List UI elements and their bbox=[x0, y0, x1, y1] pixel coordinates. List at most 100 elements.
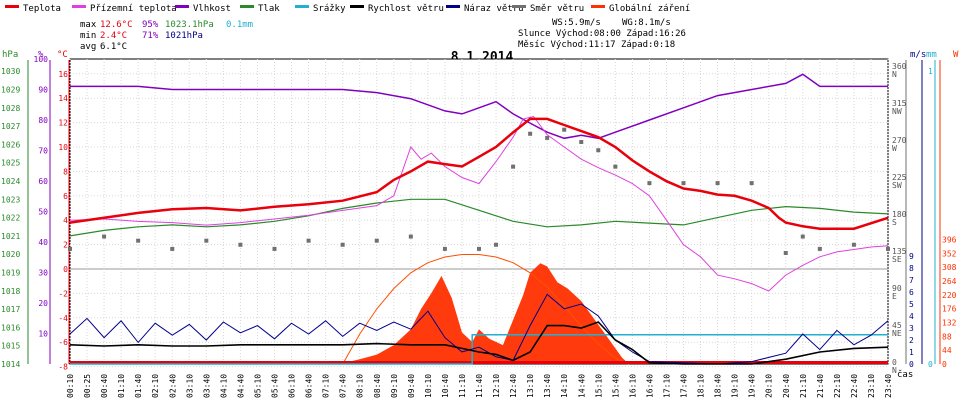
info-ws: WS:5.9m/s bbox=[552, 18, 601, 28]
x-tick-label: 20:10 bbox=[765, 374, 774, 398]
x-tick-label: 01:10 bbox=[117, 374, 126, 398]
legend-label: Vlhkost bbox=[193, 4, 231, 14]
wind-direction-point bbox=[102, 234, 107, 239]
wind-direction-point bbox=[562, 127, 567, 132]
x-axis-ticks: 00:10 00:25 00:40 01:10 01:40 02:10 02:40 03:10… bbox=[66, 374, 893, 398]
series-wind-speed-line bbox=[69, 321, 889, 365]
ms-tick-label: 2 bbox=[909, 336, 914, 345]
ms-tick-label: 6 bbox=[909, 288, 914, 297]
ms-tick-label: 7 bbox=[909, 276, 914, 285]
wind-direction-point bbox=[374, 238, 379, 243]
x-tick-label: 09:40 bbox=[407, 374, 416, 398]
series-humidity-line bbox=[70, 73, 888, 140]
hpa-tick-label: 1021 bbox=[1, 232, 20, 241]
wind-direction-point bbox=[238, 242, 243, 247]
w-tick-label: 220 bbox=[942, 291, 957, 300]
wind-direction-point bbox=[204, 238, 209, 243]
temp-tick-label: 12 bbox=[58, 119, 68, 128]
x-tick-label: 02:10 bbox=[151, 374, 160, 398]
x-tick-label: 13:40 bbox=[543, 374, 552, 398]
dir-tick-label: 90 bbox=[892, 284, 902, 293]
wind-direction-point bbox=[817, 246, 822, 251]
wind-direction-point bbox=[272, 246, 277, 251]
wind-direction-point bbox=[306, 238, 311, 243]
legend-swatch bbox=[72, 5, 86, 8]
ms-axis-label: m/s bbox=[910, 50, 926, 60]
dir-tick-label: 135 bbox=[892, 247, 907, 256]
legend-swatch bbox=[591, 5, 605, 8]
stats-avg-label: avg bbox=[80, 42, 96, 52]
hpa-tick-label: 1024 bbox=[1, 177, 20, 186]
temp-tick-label: -8 bbox=[58, 363, 68, 372]
x-tick-label: 02:40 bbox=[168, 374, 177, 398]
wind-direction-point bbox=[783, 251, 788, 256]
legend-label: Náraz větru bbox=[464, 4, 524, 14]
legend-swatch bbox=[350, 5, 364, 8]
x-tick-label: 13:10 bbox=[526, 374, 535, 398]
x-tick-label: 09:10 bbox=[390, 374, 399, 398]
info-panel: WS:5.9m/s WG:8.1m/s Slunce Východ:08:00 … bbox=[518, 18, 686, 50]
dir-tick-compass: NE bbox=[892, 329, 902, 338]
w-tick-label: 0 bbox=[942, 360, 947, 369]
dir-tick-compass: N bbox=[892, 366, 897, 375]
hpa-tick-label: 1027 bbox=[1, 122, 20, 131]
legend-label: Tlak bbox=[258, 4, 280, 14]
wind-direction-point bbox=[851, 242, 856, 247]
plot-area bbox=[69, 58, 889, 365]
series-temperature-line bbox=[69, 117, 889, 230]
x-tick-label: 07:10 bbox=[322, 374, 331, 398]
series-solar-theory-line bbox=[342, 254, 630, 365]
dir-tick-label: 180 bbox=[892, 210, 907, 219]
wind-direction-point bbox=[170, 246, 175, 251]
legend: Teplota Přízemní teplota Vlhkost Tlak Srážky… bbox=[5, 4, 690, 14]
stats-max-pres: 1023.1hPa bbox=[165, 20, 214, 30]
hpa-tick-label: 1029 bbox=[1, 86, 20, 95]
wind-direction-point bbox=[613, 164, 618, 169]
x-tick-label: 22:40 bbox=[850, 374, 859, 398]
x-tick-label: 06:40 bbox=[305, 374, 314, 398]
x-tick-label: 15:40 bbox=[611, 374, 620, 398]
legend-swatch bbox=[175, 5, 189, 8]
series bbox=[68, 73, 890, 365]
temp-tick-label: 4 bbox=[63, 216, 68, 225]
wind-direction-point bbox=[800, 234, 805, 239]
x-tick-label: 14:10 bbox=[560, 374, 569, 398]
wind-direction-point bbox=[477, 246, 481, 251]
x-tick-label: 22:10 bbox=[833, 374, 842, 398]
x-tick-label: 23:10 bbox=[867, 374, 876, 398]
temp-tick-label: 10 bbox=[58, 143, 68, 152]
ms-tick-label: 5 bbox=[909, 300, 914, 309]
dir-tick-compass: SE bbox=[892, 255, 902, 264]
grid bbox=[69, 58, 889, 368]
pct-axis-label: % bbox=[38, 50, 44, 60]
hpa-tick-label: 1014 bbox=[1, 360, 20, 369]
temp-tick-label: 6 bbox=[63, 192, 68, 201]
dir-tick-label: 315 bbox=[892, 99, 907, 108]
ms-tick-label: 9 bbox=[909, 252, 914, 261]
wind-direction-point bbox=[647, 181, 652, 186]
wind-direction-point bbox=[442, 246, 447, 251]
temp-tick-label: 16 bbox=[58, 70, 68, 79]
x-tick-label: 06:10 bbox=[288, 374, 297, 398]
x-tick-label: 11:10 bbox=[458, 374, 467, 398]
wind-direction-point bbox=[545, 135, 550, 140]
x-tick-label: 12:10 bbox=[492, 374, 501, 398]
dir-tick-label: 225 bbox=[892, 173, 907, 182]
pct-tick-label: 80 bbox=[38, 116, 48, 125]
x-tick-label: 03:40 bbox=[202, 374, 211, 398]
wind-direction-point bbox=[749, 181, 754, 186]
x-tick-label: 17:40 bbox=[680, 374, 689, 398]
dir-tick-compass: W bbox=[892, 144, 897, 153]
temp-tick-label: -6 bbox=[58, 338, 68, 347]
x-tick-label: 07:40 bbox=[339, 374, 348, 398]
ms-tick-label: 8 bbox=[909, 264, 914, 273]
hpa-tick-label: 1017 bbox=[1, 305, 20, 314]
dir-tick-label: 45 bbox=[892, 321, 902, 330]
dir-tick-label: 0 bbox=[892, 358, 897, 367]
pct-tick-label: 40 bbox=[38, 238, 48, 247]
wind-direction-point bbox=[408, 234, 413, 239]
x-tick-label: 11:40 bbox=[475, 374, 484, 398]
stats-panel: max 12.6°C 95% 1023.1hPa 0.1mm min 2.4°C… bbox=[80, 20, 253, 52]
x-tick-label: 16:10 bbox=[628, 374, 637, 398]
legend-label: Srážky bbox=[313, 4, 346, 14]
